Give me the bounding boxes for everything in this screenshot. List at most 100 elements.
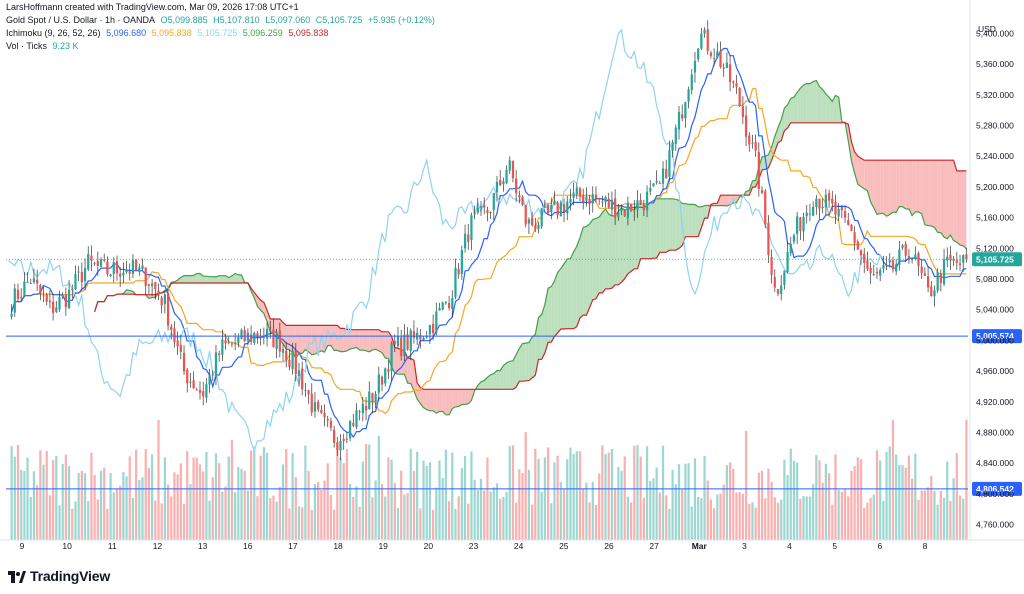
candle-body: [553, 201, 556, 205]
volume-bar: [390, 459, 393, 540]
symbol-name[interactable]: Gold Spot / U.S. Dollar · 1h · OANDA: [6, 15, 156, 25]
volume-bar: [780, 499, 783, 540]
cloud-segment: [308, 325, 312, 355]
candle-body: [665, 168, 668, 179]
cloud-segment: [688, 204, 692, 237]
cloud-segment: [525, 342, 529, 381]
chart-attribution: LarsHoffmann created with TradingView.co…: [6, 2, 299, 12]
volume-bar: [294, 477, 297, 540]
volume-bar: [776, 502, 780, 540]
volume-bar: [626, 496, 630, 540]
volume-bar: [652, 478, 655, 540]
candle-body: [103, 259, 106, 261]
volume-bar: [629, 502, 633, 540]
cloud-segment: [267, 310, 271, 333]
candle-body: [234, 342, 237, 344]
volume-bar: [454, 508, 457, 540]
volume-bar: [936, 504, 939, 540]
x-tick-label: 27: [649, 541, 659, 551]
cloud-segment: [618, 207, 622, 285]
candle-body: [869, 267, 872, 274]
volume-bar: [58, 505, 61, 540]
cloud-segment: [496, 370, 501, 390]
candle-body: [895, 264, 898, 272]
volume-bar: [16, 444, 20, 540]
volume-bar: [792, 460, 796, 540]
volume-bar: [412, 471, 416, 540]
cloud-segment: [152, 294, 156, 298]
candle-body: [505, 169, 508, 184]
candle-body: [796, 216, 799, 234]
candle-body: [572, 192, 575, 198]
volume-bar: [80, 470, 83, 540]
cloud-segment: [918, 160, 922, 214]
candle-body: [71, 288, 74, 290]
candle-body: [26, 282, 29, 284]
volume-bar: [499, 498, 502, 540]
candle-body: [230, 343, 234, 345]
volume-bar: [173, 472, 176, 540]
volume-bar: [195, 457, 198, 540]
volume-bar: [237, 467, 240, 540]
volume-bar: [163, 457, 166, 540]
x-tick-label: 12: [153, 541, 163, 551]
cloud-segment: [512, 354, 517, 390]
ichimoku-chikou-line: [8, 28, 884, 452]
volume-bar: [320, 490, 323, 540]
ichimoku-legend[interactable]: Ichimoku (9, 26, 52, 26) 5,096.680 5,095…: [6, 27, 331, 39]
volume-legend[interactable]: Vol · Ticks 9.23 K: [6, 40, 82, 52]
candle-body: [128, 271, 131, 274]
volume-bar: [380, 484, 384, 540]
volume-bar: [323, 480, 326, 540]
cloud-segment: [203, 276, 207, 284]
cloud-segment: [908, 160, 913, 216]
time-axis: 9 10 11 12 13 16 17 18 19 20 23 24 25 26 27 Mar 3 4 5 6 8: [0, 539, 1024, 551]
candle-body: [313, 402, 317, 412]
volume-bar: [888, 446, 891, 540]
cloud-segment: [212, 276, 216, 284]
candle-body: [419, 334, 422, 340]
cloud-segment: [580, 227, 584, 319]
volume-bar: [32, 471, 36, 540]
candle-body: [20, 297, 23, 299]
volume-bar: [253, 446, 256, 540]
candle-body: [483, 204, 486, 208]
candle-body: [406, 334, 409, 350]
symbol-legend[interactable]: Gold Spot / U.S. Dollar · 1h · OANDA O5,…: [6, 14, 438, 26]
x-tick-label: Mar: [692, 541, 708, 551]
candle-body: [310, 393, 313, 413]
volume-bar: [738, 492, 741, 540]
volume-bar: [176, 474, 179, 540]
cloud-segment: [503, 362, 507, 390]
volume-bar: [933, 490, 936, 540]
cloud-segment: [762, 156, 766, 171]
volume-label[interactable]: Vol · Ticks: [6, 41, 48, 51]
candle-body: [958, 263, 962, 265]
y-tick-label: 4,760.000: [976, 520, 1014, 530]
volume-bar: [345, 448, 349, 540]
volume-bar: [64, 454, 68, 540]
volume-bar: [435, 487, 438, 540]
ichimoku-label[interactable]: Ichimoku (9, 26, 52, 26): [6, 28, 101, 38]
volume-bar: [527, 469, 531, 540]
candle-body: [709, 52, 713, 57]
candle-body: [633, 210, 636, 212]
candle-body: [119, 273, 122, 277]
candle-body: [744, 115, 748, 137]
volume-bar: [234, 492, 237, 540]
cloud-segment: [273, 318, 277, 333]
cloud-segment: [548, 286, 552, 343]
volume-bar: [521, 473, 524, 540]
cloud-segment: [944, 160, 948, 239]
volume-bar: [719, 493, 722, 540]
cloud-segment: [449, 389, 453, 415]
volume-bar: [687, 463, 690, 540]
volume-bar: [661, 445, 665, 540]
candle-body: [722, 67, 725, 69]
x-tick-label: 8: [923, 541, 928, 551]
candle-body: [521, 196, 524, 205]
cloud-segment: [407, 357, 411, 384]
tradingview-logo[interactable]: TradingView: [8, 566, 110, 586]
candle-body: [499, 179, 502, 186]
